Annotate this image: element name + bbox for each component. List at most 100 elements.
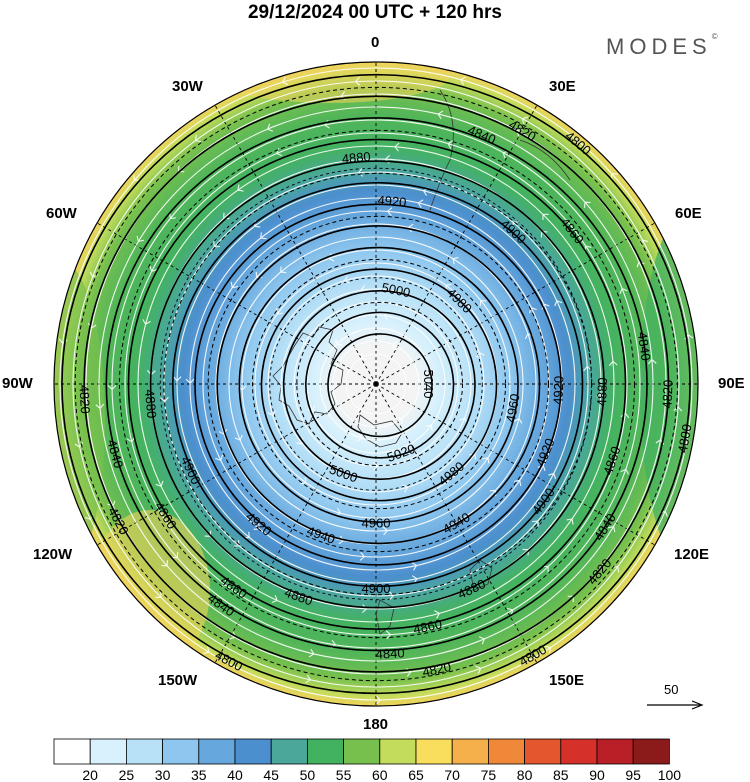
streamline-arrow [357, 168, 364, 177]
streamline-arrow [223, 212, 230, 220]
contour-label: 4800 [675, 423, 695, 454]
streamline-arrow [89, 271, 98, 278]
streamline-arrow [401, 383, 411, 389]
streamline-arrow [516, 128, 523, 137]
streamline-arrow [230, 281, 238, 289]
contour-label: 4820 [659, 379, 675, 408]
colorbar-swatch [126, 738, 164, 765]
streamline [98, 106, 654, 662]
map-title: 29/12/2024 00 UTC + 120 hrs [247, 2, 503, 23]
streamline-arrow [172, 376, 182, 382]
streamline-arrow [513, 417, 523, 424]
streamline-arrow [673, 406, 683, 412]
streamline-arrow [362, 604, 368, 614]
contour-label: 4880 [142, 389, 159, 419]
streamline-arrow [95, 403, 105, 410]
streamline-arrow [220, 579, 227, 587]
streamline-arrow [417, 199, 424, 208]
contour-label-text: 4860 [412, 616, 443, 637]
colorbar-tick-label: 35 [191, 767, 207, 782]
streamline [267, 275, 485, 493]
brand-logo: MODES© [606, 32, 718, 60]
contour-label-text: 5040 [421, 370, 436, 399]
streamline [59, 67, 693, 701]
streamline-arrow [142, 319, 151, 325]
colorbar-swatch [234, 738, 272, 765]
streamline-arrow [218, 428, 228, 435]
lon-label-120e: 120E [674, 546, 710, 563]
contour-line [260, 268, 498, 502]
contour-label-text: 4840 [375, 645, 405, 661]
streamline-arrow [411, 562, 418, 571]
streamline [228, 236, 524, 532]
streamline-arrow [266, 123, 274, 132]
contour-label: 5040 [421, 370, 436, 399]
lon-label-150e: 150E [549, 672, 585, 689]
latitude-circle [269, 277, 483, 491]
lon-label-30e: 30E [549, 78, 576, 95]
streamline-arrow [136, 235, 145, 243]
contour-line-dashed [119, 129, 635, 639]
streamline-arrow [354, 77, 361, 86]
colorbar-swatch [451, 738, 489, 765]
streamline-arrow [514, 479, 522, 487]
colorbar-tick-label: 80 [516, 767, 533, 782]
streamline-arrow [300, 477, 307, 485]
streamline-arrow [459, 417, 468, 424]
contour-line [172, 181, 584, 588]
streamline-arrow [107, 384, 117, 391]
streamline-arrow [155, 591, 162, 598]
contour-label: 4880 [341, 149, 371, 166]
lon-label-30w: 30W [172, 78, 203, 95]
streamline-arrow [160, 396, 169, 403]
streamline-arrow [583, 365, 592, 372]
streamline-arrow [479, 299, 487, 307]
contour-line-dashed [163, 172, 592, 596]
contour-label: 4860 [412, 616, 443, 637]
contour-line [149, 160, 605, 609]
streamline-arrow [528, 307, 537, 314]
streamline-arrow [522, 548, 529, 556]
streamline-arrow [469, 453, 477, 460]
streamline-arrow [607, 525, 616, 533]
contour-label: 4920 [377, 192, 407, 209]
streamline-arrow [375, 695, 382, 705]
streamline [72, 80, 680, 688]
streamline [124, 132, 628, 636]
colorbar-tick-label: 45 [263, 767, 279, 782]
streamline-arrow [445, 283, 452, 291]
streamline-arrow [475, 665, 482, 674]
colorbar-swatch [596, 738, 634, 765]
contour-label-text: 5000 [380, 280, 411, 301]
contour-label: 4820 [421, 659, 452, 680]
streamline-arrow [355, 404, 362, 412]
streamline [85, 93, 667, 675]
colorbar-swatch [89, 738, 127, 765]
contour-label-text: 4820 [76, 384, 92, 414]
streamline-arrow [171, 552, 179, 559]
streamline-arrow [107, 500, 116, 507]
streamline-arrow [302, 338, 310, 346]
colorbar-swatch [198, 738, 236, 765]
contour-label: 4840 [635, 331, 654, 362]
streamline-arrow [229, 631, 236, 640]
colorbar-tick-label: 70 [444, 767, 460, 782]
contour-label-text: 4960 [362, 515, 391, 530]
colorbar-swatch [487, 738, 525, 765]
streamline-arrow [425, 424, 433, 431]
streamline-arrow [359, 551, 366, 561]
contour-label-text: 4920 [550, 376, 566, 405]
streamline-arrow [305, 674, 312, 684]
streamline-arrow [537, 464, 546, 472]
streamline-arrow [356, 433, 363, 442]
streamline-arrow [542, 213, 549, 221]
streamline-arrow [185, 378, 195, 384]
contour-line [327, 333, 433, 438]
streamline-arrow [338, 535, 345, 545]
streamline-arrow [452, 256, 459, 265]
contour-line [305, 311, 455, 459]
colorbar-tick-label: 50 [299, 767, 316, 782]
streamline [306, 314, 446, 454]
streamline-arrow [282, 76, 289, 86]
